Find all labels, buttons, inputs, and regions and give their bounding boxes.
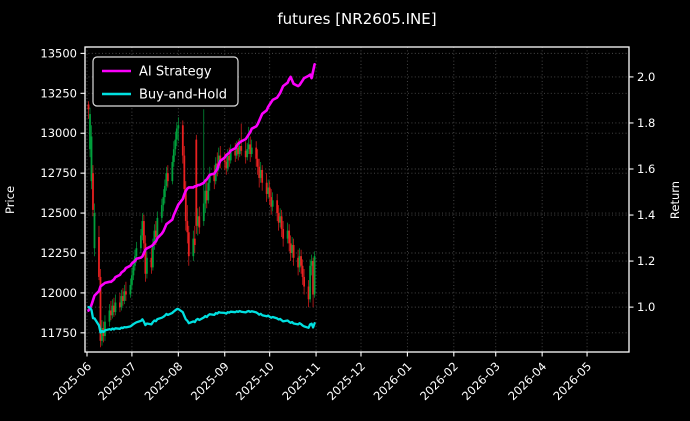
price-tick-label: 13000 — [40, 126, 77, 140]
return-tick-label: 1.8 — [637, 116, 655, 130]
return-tick-label: 2.0 — [637, 70, 655, 84]
price-tick-label: 12000 — [40, 286, 77, 300]
ai-strategy-line — [87, 63, 316, 312]
return-tick-label: 1.0 — [637, 300, 655, 314]
legend-label: AI Strategy — [139, 65, 212, 80]
return-tick-label: 1.2 — [637, 254, 655, 268]
price-tick-label: 12500 — [40, 206, 77, 220]
price-tick-label: 12750 — [40, 166, 77, 180]
candlestick-series — [87, 101, 316, 348]
buy-and-hold-line — [87, 305, 316, 334]
legend-label: Buy-and-Hold — [139, 88, 227, 103]
gridlines — [85, 47, 629, 352]
chart-title: futures [NR2605.INE] — [277, 10, 436, 28]
return-tick-label: 1.4 — [637, 208, 655, 222]
legend: AI Strategy Buy-and-Hold — [92, 56, 239, 107]
price-tick-label: 13500 — [40, 46, 77, 60]
price-tick-label: 13250 — [40, 86, 77, 100]
return-lines — [87, 63, 316, 334]
y-axis-label-return: Return — [668, 181, 682, 219]
price-tick-label: 11750 — [40, 326, 77, 340]
y-axis-label-price: Price — [3, 186, 17, 214]
return-tick-label: 1.6 — [637, 162, 655, 176]
price-tick-label: 12250 — [40, 246, 77, 260]
